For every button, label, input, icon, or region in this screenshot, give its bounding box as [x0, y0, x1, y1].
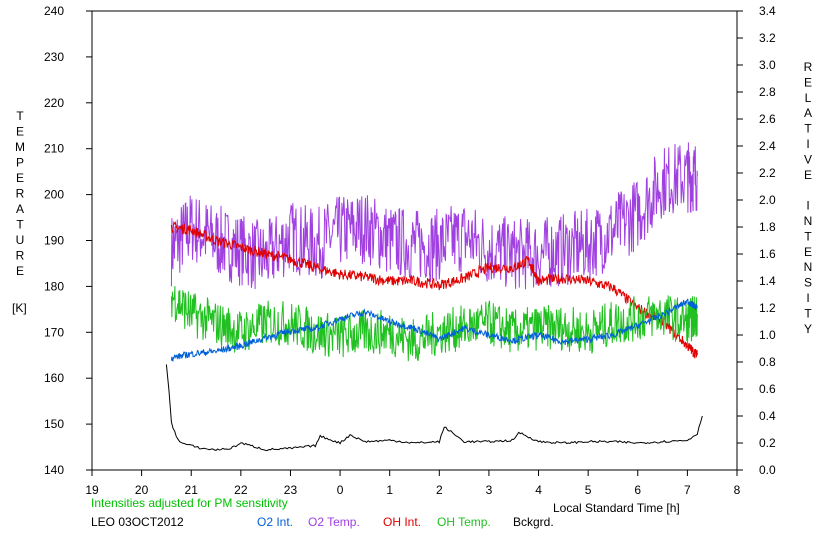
y-left-tick-label: 190	[44, 234, 64, 248]
axis-label-letter: E	[804, 168, 812, 182]
x-tick-label: 1	[386, 483, 393, 497]
x-tick-label: 0	[337, 483, 344, 497]
axis-label-letter: S	[804, 276, 812, 290]
station-date-label: LEO 03OCT2012	[91, 515, 184, 529]
axis-label-letter: L	[805, 91, 812, 105]
series-bckgrd-line	[165, 364, 703, 452]
y-left-tick-label: 210	[44, 142, 64, 156]
y-right-tick-label: 2.0	[759, 193, 776, 207]
y-left-tick-label: 200	[44, 188, 64, 202]
y-right-tick-label: 1.0	[759, 328, 776, 342]
axis-label-letter: A	[16, 202, 24, 216]
y-right-tick-label: 1.4	[759, 274, 776, 288]
y-right-tick-label: 0.2	[759, 436, 776, 450]
axis-label-letter: T	[16, 109, 24, 123]
x-tick-label: 3	[486, 483, 493, 497]
y-left-tick-label: 170	[44, 325, 64, 339]
axis-label-letter: T	[804, 306, 812, 320]
series-lines	[165, 142, 703, 452]
legend-o2-temp: O2 Temp.	[308, 515, 360, 529]
y-right-tick-label: 3.4	[759, 4, 776, 18]
legend-oh-int: OH Int.	[383, 515, 421, 529]
y-right-tick-label: 2.2	[759, 166, 776, 180]
axis-label-letter: R	[16, 249, 25, 263]
axis-label-letter: T	[804, 229, 812, 243]
series-oh-temp-line	[170, 286, 698, 362]
y-left-tick-label: 150	[44, 417, 64, 431]
y-left-tick-label: 240	[44, 4, 64, 18]
y-right-tick-label: 2.4	[759, 139, 776, 153]
y-left-tick-label: 230	[44, 50, 64, 64]
y-right-tick-label: 2.6	[759, 112, 776, 126]
x-axis-label: Local Standard Time [h]	[553, 501, 680, 515]
axis-label-letter: E	[804, 245, 812, 259]
series-oh-int-line	[170, 220, 698, 359]
x-tick-label: 6	[634, 483, 641, 497]
x-tick-label: 20	[135, 483, 149, 497]
series-o2-int-line	[170, 298, 698, 362]
tick-marks	[86, 10, 743, 476]
x-tick-label: 7	[684, 483, 691, 497]
axis-label-letter: T	[16, 218, 24, 232]
axis-label-letter: R	[804, 60, 813, 74]
y-left-tick-label: 140	[44, 463, 64, 477]
x-tick-label: 22	[234, 483, 248, 497]
x-tick-label: 19	[85, 483, 99, 497]
x-tick-label: 23	[284, 483, 298, 497]
y-right-tick-label: 1.6	[759, 247, 776, 261]
x-tick-label: 5	[585, 483, 592, 497]
tick-labels: 19 20 21 22 23 0 1 2 3 4 5 6 7 8140150160170180190200…	[44, 4, 776, 497]
y-right-tick-label: 3.0	[759, 58, 776, 72]
y-right-tick-label: 2.8	[759, 85, 776, 99]
legend-oh-temp: OH Temp.	[437, 515, 491, 529]
series-o2-temp-line	[170, 142, 698, 290]
axis-label-letter: T	[804, 122, 812, 136]
axis-label-letter: R	[16, 187, 25, 201]
y-left-tick-label: 220	[44, 96, 64, 110]
legend-bckgrd: Bckgrd.	[513, 515, 554, 529]
axis-label-letter: I	[806, 199, 809, 213]
y-right-tick-label: 1.2	[759, 301, 776, 315]
y-right-tick-label: 0.4	[759, 409, 776, 423]
legend-o2-int: O2 Int.	[257, 515, 293, 529]
axis-label-letter: P	[16, 156, 24, 170]
axis-label-letter: I	[806, 137, 809, 151]
y-left-tick-label: 180	[44, 279, 64, 293]
sensitivity-note: Intensities adjusted for PM sensitivity	[91, 496, 288, 510]
axis-label-letter: M	[15, 140, 25, 154]
y-right-tick-label: 1.8	[759, 220, 776, 234]
axis-label-letter: I	[806, 291, 809, 305]
axis-label-letter: E	[16, 125, 24, 139]
x-tick-label: 8	[734, 483, 741, 497]
y-right-tick-label: 0.6	[759, 382, 776, 396]
axis-label-letter: E	[16, 264, 24, 278]
axis-label-letter: E	[804, 75, 812, 89]
axis-label-letter: N	[804, 214, 813, 228]
x-tick-label: 21	[185, 483, 199, 497]
y-right-tick-label: 0.0	[759, 463, 776, 477]
axis-label-letter: U	[16, 233, 25, 247]
axis-label-letter: N	[804, 260, 813, 274]
y-right-tick-label: 0.8	[759, 355, 776, 369]
x-tick-label: 2	[436, 483, 443, 497]
x-tick-label: 4	[535, 483, 542, 497]
axis-label-letter: E	[16, 171, 24, 185]
axis-label-letter: A	[804, 106, 812, 120]
y-left-tick-label: 160	[44, 371, 64, 385]
axis-label-letter: Y	[804, 322, 812, 336]
y-axis-left-unit: [K]	[12, 301, 27, 315]
axis-label-letter: V	[804, 152, 812, 166]
y-right-tick-label: 3.2	[759, 31, 776, 45]
